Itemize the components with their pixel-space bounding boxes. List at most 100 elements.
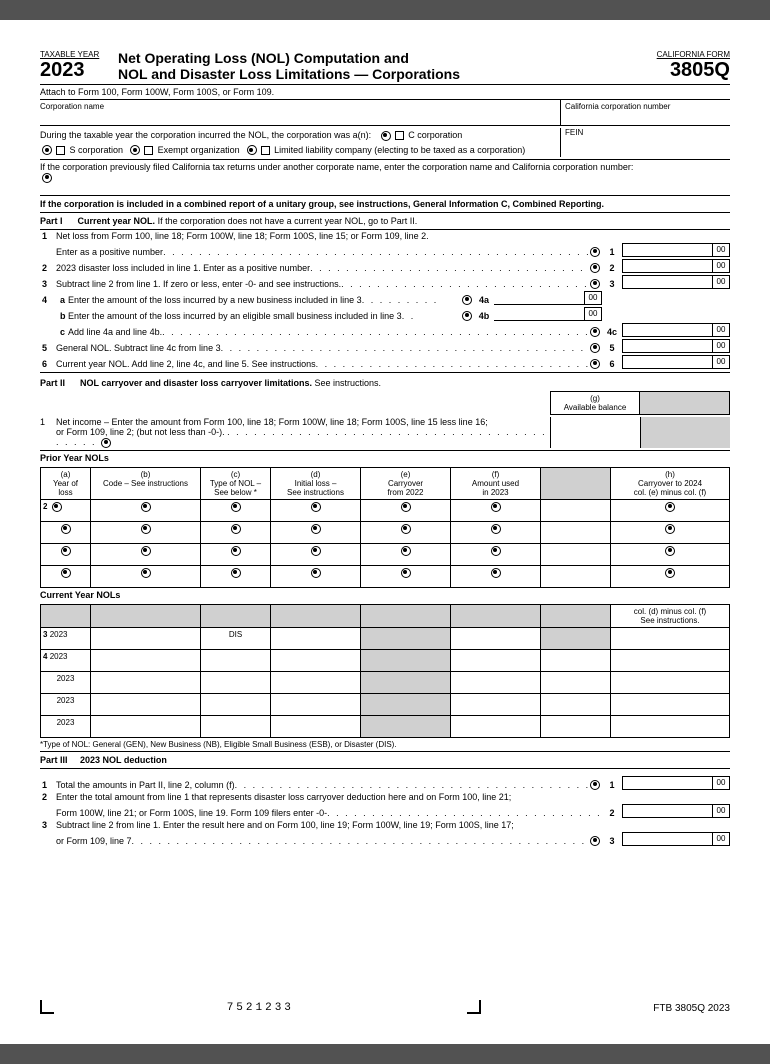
prior-row-2[interactable]: 2	[41, 499, 730, 521]
title-2: NOL and Disaster Loss Limitations — Corp…	[118, 66, 620, 82]
form-ref: FTB 3805Q 2023	[653, 1003, 730, 1014]
col-f: (f) Amount used in 2023	[451, 467, 541, 499]
col-h: (h) Carryover to 2024 col. (e) minus col…	[611, 467, 730, 499]
s-corp-label: S corporation	[70, 145, 124, 155]
l4a-radio[interactable]	[462, 295, 472, 305]
part2-rest: See instructions.	[312, 378, 381, 388]
p2l1-radio[interactable]	[101, 438, 111, 448]
p3-line-1: 1 Total the amounts in Part II, line 2, …	[40, 775, 730, 791]
line-2: 2 2023 disaster loss included in line 1.…	[40, 258, 730, 274]
part2-bold: Part II	[40, 378, 65, 388]
footer: 7521233 FTB 3805Q 2023	[40, 1000, 730, 1014]
prior-row-4[interactable]	[41, 543, 730, 565]
current-year-table: col. (d) minus col. (f) See instructions…	[40, 604, 730, 738]
corner-right-icon	[467, 1000, 481, 1014]
p3l2-amount[interactable]	[622, 804, 712, 818]
current-row-4[interactable]: 4 2023	[41, 649, 730, 671]
form-header: TAXABLE YEAR 2023 Net Operating Loss (NO…	[40, 50, 730, 85]
prior-row-3[interactable]	[41, 521, 730, 543]
part2-line1: 1 Net income – Enter the amount from For…	[40, 415, 730, 451]
p2l1b-text: or Form 109, line 2; (but not less than …	[56, 427, 225, 437]
form-number: 3805Q	[620, 59, 730, 82]
current-year-label: Current Year NOLs	[40, 588, 730, 602]
col-h2: col. (d) minus col. (f) See instructions…	[611, 604, 730, 627]
fein-label[interactable]: FEIN	[560, 128, 730, 157]
l6-radio[interactable]	[590, 359, 600, 369]
l3-radio[interactable]	[590, 279, 600, 289]
llc-check[interactable]	[261, 146, 270, 155]
l4b-radio[interactable]	[462, 311, 472, 321]
title-1: Net Operating Loss (NOL) Computation and	[118, 50, 620, 66]
line-3: 3 Subtract line 2 from line 1. If zero o…	[40, 274, 730, 290]
current-row-5[interactable]: 2023	[41, 671, 730, 693]
l6-amount[interactable]	[622, 355, 712, 369]
part2-title: NOL carryover and disaster loss carryove…	[80, 378, 312, 388]
col-a: (a) Year of loss	[41, 467, 91, 499]
l4a-amount[interactable]	[494, 292, 584, 305]
p3l1-amount[interactable]	[622, 776, 712, 790]
llc-label: Limited liability company (electing to b…	[274, 145, 525, 155]
current-row-6[interactable]: 2023	[41, 693, 730, 715]
prev-filed-text: If the corporation previously filed Cali…	[40, 162, 633, 172]
year: 2023	[40, 59, 110, 82]
p3-line-2b: Form 100W, line 21; or Form 100S, line 1…	[40, 803, 730, 819]
prior-year-table: (a) Year of loss (b) Code – See instruct…	[40, 467, 730, 588]
part1-rest: If the corporation does not have a curre…	[155, 216, 417, 226]
line-1: 1 Net loss from Form 100, line 18; Form …	[40, 230, 730, 242]
part3-title: 2023 NOL deduction	[80, 755, 167, 765]
col-d: (d) Initial loss – See instructions	[271, 467, 361, 499]
attach-instruction: Attach to Form 100, Form 100W, Form 100S…	[40, 85, 730, 100]
exempt-radio[interactable]	[130, 145, 140, 155]
p3-line-3a: 3 Subtract line 2 from line 1. Enter the…	[40, 819, 730, 831]
part1-header: Part I Current year NOL. If the corporat…	[40, 213, 730, 230]
corp-name-label[interactable]: Corporation name	[40, 100, 560, 125]
l4c-amount[interactable]	[622, 323, 712, 337]
l2-radio[interactable]	[590, 263, 600, 273]
part1-title: Current year NOL.	[78, 216, 156, 226]
l4c-radio[interactable]	[590, 327, 600, 337]
form-page: TAXABLE YEAR 2023 Net Operating Loss (NO…	[0, 20, 770, 1044]
llc-radio[interactable]	[247, 145, 257, 155]
prev-filed-radio[interactable]	[42, 173, 52, 183]
exempt-label: Exempt organization	[158, 145, 240, 155]
exempt-check[interactable]	[144, 146, 153, 155]
p3l1-radio[interactable]	[590, 780, 600, 790]
line-5: 5 General NOL. Subtract line 4c from lin…	[40, 338, 730, 354]
l5-radio[interactable]	[590, 343, 600, 353]
part3-header: Part III 2023 NOL deduction	[40, 752, 730, 769]
line-1b: Enter as a positive number . . . . . . .…	[40, 242, 730, 258]
line-4a: 4a Enter the amount of the loss incurred…	[40, 290, 730, 306]
line-4b: b Enter the amount of the loss incurred …	[40, 306, 730, 322]
part1-bold: Part I	[40, 216, 63, 226]
combined-note: If the corporation is included in a comb…	[40, 196, 730, 213]
col-b: (b) Code – See instructions	[91, 467, 201, 499]
line-6: 6 Current year NOL. Add line 2, line 4c,…	[40, 354, 730, 370]
g-box: (g) Available balance	[40, 391, 730, 415]
l2-amount[interactable]	[622, 259, 712, 273]
california-form-label: CALIFORNIA FORM	[620, 50, 730, 59]
current-row-3[interactable]: 3 2023DIS	[41, 627, 730, 649]
s-corp-radio[interactable]	[42, 145, 52, 155]
p3-line-3b: or Form 109, line 7 . . . . . . . . . . …	[40, 831, 730, 847]
c-corp-check[interactable]	[395, 131, 404, 140]
during-text: During the taxable year the corporation …	[40, 130, 371, 140]
ca-corp-num-label[interactable]: California corporation number	[560, 100, 730, 125]
s-corp-check[interactable]	[56, 146, 65, 155]
p3l3-amount[interactable]	[622, 832, 712, 846]
l1-amount[interactable]	[622, 243, 712, 257]
entity-type-row: During the taxable year the corporation …	[40, 126, 730, 160]
l5-amount[interactable]	[622, 339, 712, 353]
p3l3-radio[interactable]	[590, 836, 600, 846]
part3-bold: Part III	[40, 755, 68, 765]
current-row-7[interactable]: 2023	[41, 715, 730, 737]
barcode: 7521233	[227, 1002, 294, 1014]
l1-radio[interactable]	[590, 247, 600, 257]
c-corp-radio[interactable]	[381, 131, 391, 141]
taxable-year-label: TAXABLE YEAR	[40, 50, 110, 59]
corp-info-row: Corporation name California corporation …	[40, 100, 730, 126]
l4b-amount[interactable]	[494, 308, 584, 321]
p2l1-text: Net income – Enter the amount from Form …	[56, 417, 488, 427]
l3-amount[interactable]	[622, 275, 712, 289]
prior-row-5[interactable]	[41, 565, 730, 587]
p2l1-amount[interactable]	[550, 417, 640, 448]
